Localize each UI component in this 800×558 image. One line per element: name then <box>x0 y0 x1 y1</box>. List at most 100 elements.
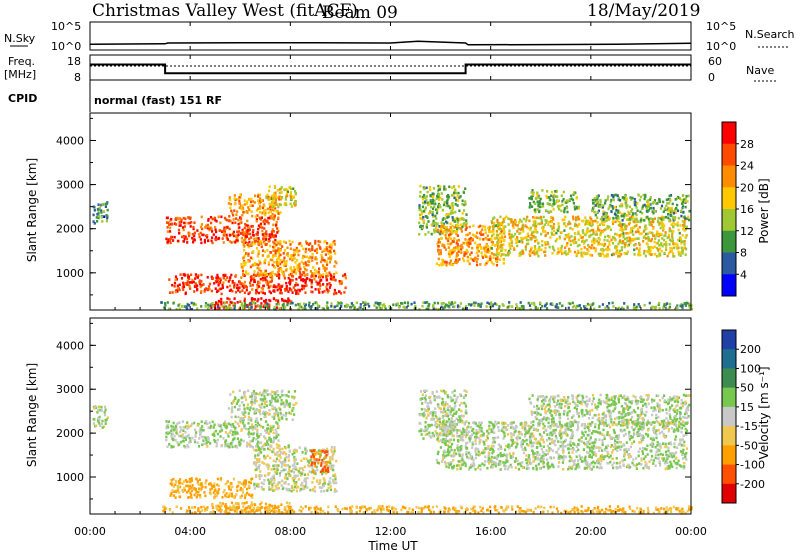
heatmap-cell <box>96 220 98 223</box>
heatmap-cell <box>629 206 631 209</box>
heatmap-cell <box>250 401 252 404</box>
heatmap-cell <box>647 236 649 239</box>
heatmap-cell <box>665 216 667 219</box>
heatmap-cell <box>619 205 621 208</box>
heatmap-cell <box>272 195 274 198</box>
heatmap-cell <box>360 303 362 306</box>
heatmap-cell <box>197 494 199 497</box>
heatmap-cell <box>474 242 476 245</box>
heatmap-cell <box>323 485 325 488</box>
heatmap-cell <box>264 262 266 265</box>
heatmap-cell <box>639 247 641 250</box>
heatmap-cell <box>507 254 509 257</box>
heatmap-cell <box>266 194 268 197</box>
heatmap-cell <box>193 302 195 305</box>
heatmap-cell <box>264 429 266 432</box>
heatmap-cell <box>184 305 186 308</box>
heatmap-cell <box>561 231 563 234</box>
noise-frame <box>90 22 691 50</box>
heatmap-cell <box>672 216 674 219</box>
heatmap-cell <box>319 284 321 287</box>
heatmap-cell <box>598 229 600 232</box>
heatmap-cell <box>225 307 227 310</box>
heatmap-cell <box>275 421 277 424</box>
heatmap-cell <box>263 416 265 419</box>
heatmap-cell <box>579 234 581 237</box>
heatmap-cell <box>257 228 259 231</box>
heatmap-cell <box>227 435 229 438</box>
heatmap-cell <box>232 214 234 217</box>
heatmap-cell <box>492 217 494 220</box>
heatmap-cell <box>334 305 336 308</box>
heatmap-cell <box>255 237 257 240</box>
heatmap-cell <box>569 303 571 306</box>
heatmap-cell <box>532 224 534 227</box>
heatmap-cell <box>272 256 274 259</box>
heatmap-cell <box>207 441 209 444</box>
heatmap-cell <box>293 404 295 407</box>
heatmap-cell <box>316 480 318 483</box>
heatmap-cell <box>310 270 312 273</box>
heatmap-cell <box>183 229 185 232</box>
heatmap-cell <box>330 489 332 492</box>
heatmap-cell <box>275 453 277 456</box>
heatmap-cell <box>237 416 239 419</box>
heatmap-cell <box>270 259 272 262</box>
heatmap-cell <box>179 482 181 485</box>
heatmap-cell <box>244 286 246 289</box>
heatmap-cell <box>268 240 270 243</box>
heatmap-cell <box>189 478 191 481</box>
heatmap-cell <box>200 274 202 277</box>
heatmap-cell <box>263 448 265 451</box>
heatmap-cell <box>228 446 230 449</box>
heatmap-cell <box>502 243 504 246</box>
heatmap-cell <box>228 407 230 410</box>
heatmap-cell <box>274 393 276 396</box>
heatmap-cell <box>239 283 241 286</box>
heatmap-cell <box>584 307 586 310</box>
heatmap-cell <box>211 236 213 239</box>
heatmap-cell <box>196 289 198 292</box>
heatmap-cell <box>292 187 294 190</box>
heatmap-cell <box>270 210 272 213</box>
heatmap-cell <box>318 291 320 294</box>
heatmap-cell <box>676 306 678 309</box>
heatmap-cell <box>330 255 332 258</box>
heatmap-cell <box>491 261 493 264</box>
heatmap-cell <box>440 253 442 256</box>
heatmap-cell <box>197 424 199 427</box>
heatmap-cell <box>248 416 250 419</box>
heatmap-cell <box>368 305 370 308</box>
heatmap-cell <box>291 490 293 493</box>
heatmap-cell <box>453 226 455 229</box>
heatmap-cell <box>476 252 478 255</box>
heatmap-cell <box>275 396 277 399</box>
heatmap-cell <box>229 492 231 495</box>
heatmap-cell <box>679 232 681 235</box>
heatmap-cell <box>330 284 332 287</box>
heatmap-cell <box>232 446 234 449</box>
heatmap-cell <box>322 276 324 279</box>
heatmap-cell <box>652 227 654 230</box>
heatmap-cell <box>570 235 572 238</box>
heatmap-cell <box>326 263 328 266</box>
heatmap-cell <box>607 225 609 228</box>
heatmap-cell <box>481 228 483 231</box>
heatmap-cell <box>193 422 195 425</box>
heatmap-cell <box>687 216 689 219</box>
heatmap-cell <box>675 246 677 249</box>
heatmap-cell <box>251 403 253 406</box>
heatmap-cell <box>252 229 254 232</box>
heatmap-cell <box>570 244 572 247</box>
heatmap-cell <box>656 231 658 234</box>
heatmap-cell <box>192 241 194 244</box>
heatmap-cell <box>500 245 502 248</box>
heatmap-cell <box>268 190 270 193</box>
heatmap-cell <box>192 233 194 236</box>
heatmap-cell <box>326 279 328 282</box>
heatmap-cell <box>463 222 465 225</box>
heatmap-cell <box>660 218 662 221</box>
heatmap-cell <box>325 469 327 472</box>
heatmap-cell <box>224 445 226 448</box>
heatmap-cell <box>360 306 362 309</box>
